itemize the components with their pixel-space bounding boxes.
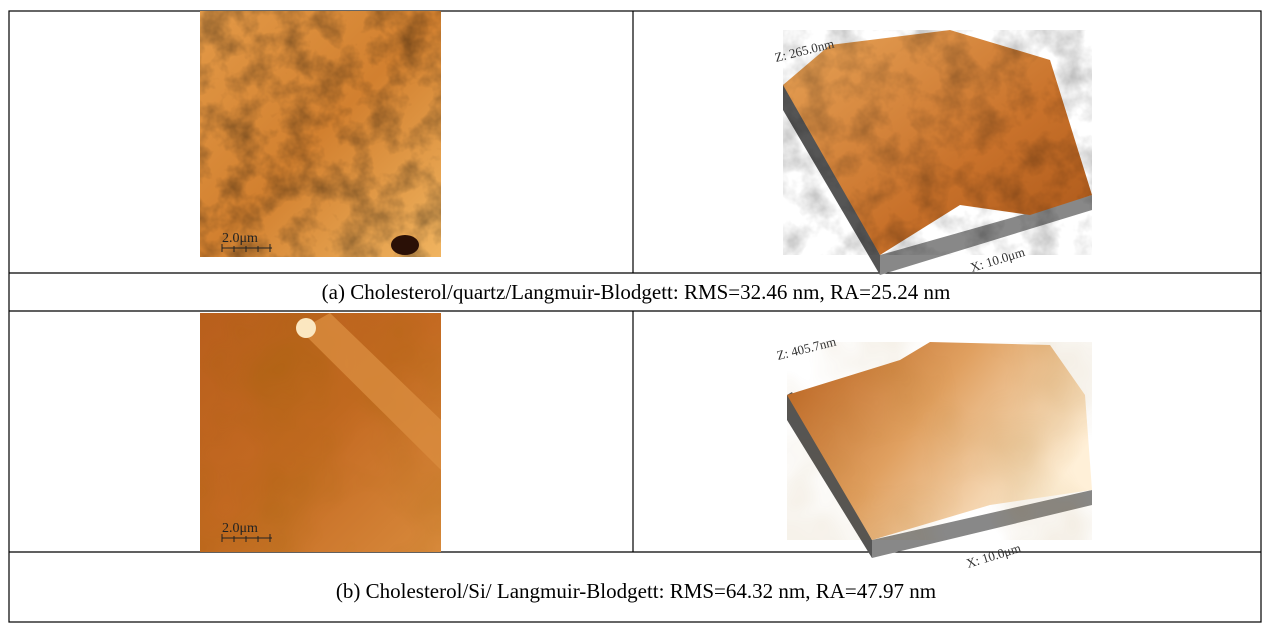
caption: (b) Cholesterol/Si/ Langmuir-Blodgett: R…: [336, 579, 936, 603]
afm-2d-image: [200, 11, 441, 257]
afm-3d-render: [783, 30, 1092, 275]
scale-bar-label: 2.0μm: [222, 231, 258, 246]
figure-table: 2.0μm Z: 265.0nm X: 10.0μm (a) Cholester…: [0, 0, 1263, 625]
x-axis-label: X: 10.0μm: [964, 540, 1022, 571]
afm-2d-image: [200, 313, 441, 552]
caption: (a) Cholesterol/quartz/Langmuir-Blodgett…: [322, 280, 951, 304]
afm-3d-render: [787, 342, 1092, 558]
table-borders: [9, 11, 1261, 622]
z-axis-label: Z: 405.7nm: [775, 334, 837, 363]
scale-bar-label: 2.0μm: [222, 521, 258, 536]
page: 2.0μm Z: 265.0nm X: 10.0μm (a) Cholester…: [0, 0, 1263, 625]
x-axis-label: X: 10.0μm: [968, 244, 1026, 275]
